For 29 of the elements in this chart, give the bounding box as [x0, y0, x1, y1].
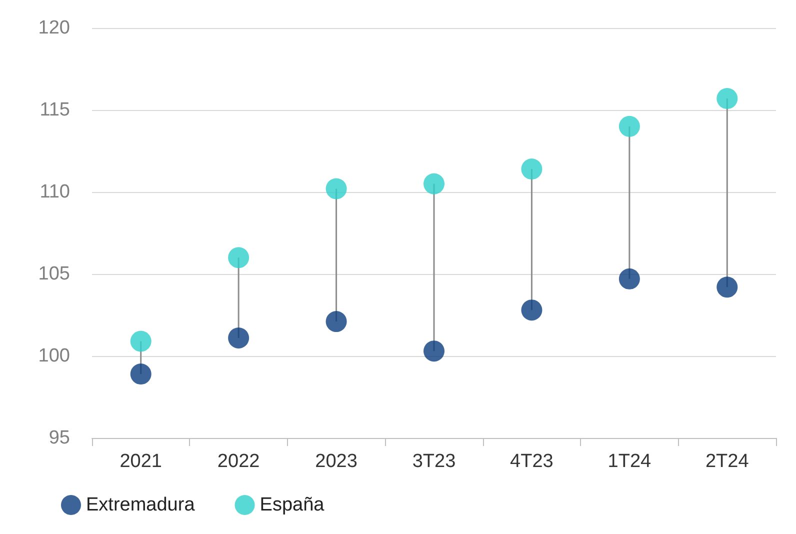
x-tick-label: 2T24 — [705, 451, 750, 472]
point — [424, 173, 444, 194]
y-tick-label: 115 — [40, 100, 70, 120]
legend-label: España — [260, 494, 325, 516]
point — [326, 311, 347, 332]
point — [618, 116, 640, 137]
x-tick-label: 4T23 — [510, 451, 554, 472]
point — [716, 88, 738, 110]
point — [424, 340, 444, 362]
x-tick-label: 2022 — [217, 451, 260, 472]
y-tick-label: 120 — [38, 18, 70, 38]
point — [130, 364, 152, 385]
point — [130, 330, 152, 352]
x-tick-label: 1T24 — [608, 451, 652, 472]
y-tick-label: 95 — [48, 428, 70, 448]
point — [326, 178, 347, 200]
x-tick-label: 3T23 — [412, 451, 456, 472]
y-tick-label: 100 — [38, 346, 70, 366]
point — [716, 276, 738, 298]
point — [521, 300, 542, 321]
point — [618, 268, 640, 290]
x-tick-label: 2021 — [120, 451, 162, 472]
point — [521, 158, 542, 180]
x-tick-label: 2023 — [315, 451, 358, 472]
y-tick-label: 105 — [38, 264, 70, 284]
point — [228, 327, 250, 348]
point — [228, 247, 250, 268]
y-tick-label: 110 — [40, 182, 70, 202]
legend-label: Extremadura — [86, 494, 196, 516]
